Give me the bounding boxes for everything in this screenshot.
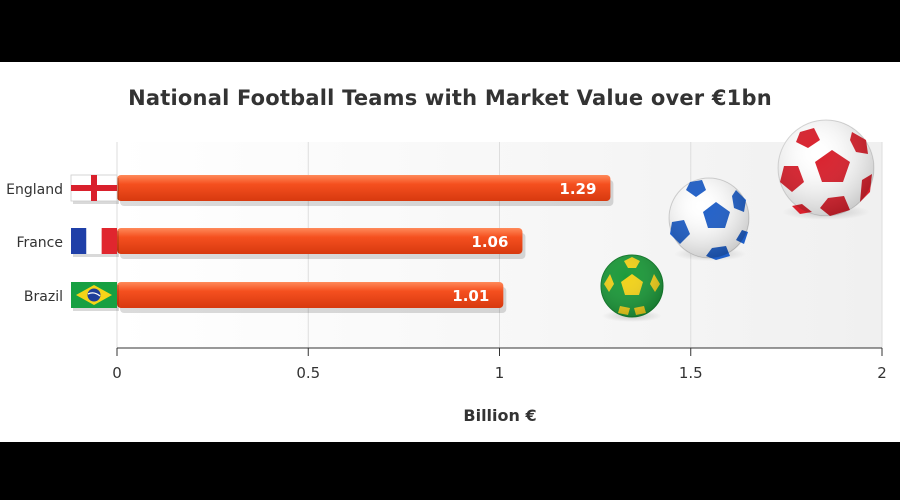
data-labels-group: 1.29 1.06 1.01	[452, 180, 596, 305]
chart-canvas: National Football Teams with Market Valu…	[0, 62, 900, 442]
y-category-label: France	[16, 235, 63, 251]
x-tick-label: 0	[112, 364, 122, 382]
y-axis: England France Brazil	[6, 174, 119, 311]
red-white-football-icon	[777, 119, 875, 220]
green-yellow-football-icon	[600, 254, 664, 322]
y-category-label: England	[6, 182, 63, 198]
y-category-label: Brazil	[24, 289, 63, 305]
bar-brazil	[117, 282, 504, 308]
bar-england	[117, 175, 611, 201]
x-tick-label: 2	[877, 364, 887, 382]
data-label: 1.29	[559, 180, 596, 198]
france-flag-icon	[71, 228, 119, 257]
bar-chart: 0 0.5 1 1.5 2 1.29 1.06 1.01 England France Braz…	[6, 119, 887, 382]
x-axis-label: Billion €	[463, 406, 537, 425]
bar-france	[117, 228, 523, 254]
brazil-flag-icon	[71, 282, 119, 311]
blue-white-football-icon	[668, 177, 750, 261]
data-label: 1.01	[452, 287, 489, 305]
chart-title: National Football Teams with Market Valu…	[128, 86, 772, 110]
bars-group	[117, 175, 614, 313]
x-axis: 0 0.5 1 1.5 2	[112, 347, 887, 382]
x-tick-label: 1.5	[679, 364, 703, 382]
england-flag-icon	[70, 174, 119, 204]
x-tick-label: 1	[495, 364, 505, 382]
data-label: 1.06	[471, 233, 508, 251]
x-tick-label: 0.5	[296, 364, 320, 382]
